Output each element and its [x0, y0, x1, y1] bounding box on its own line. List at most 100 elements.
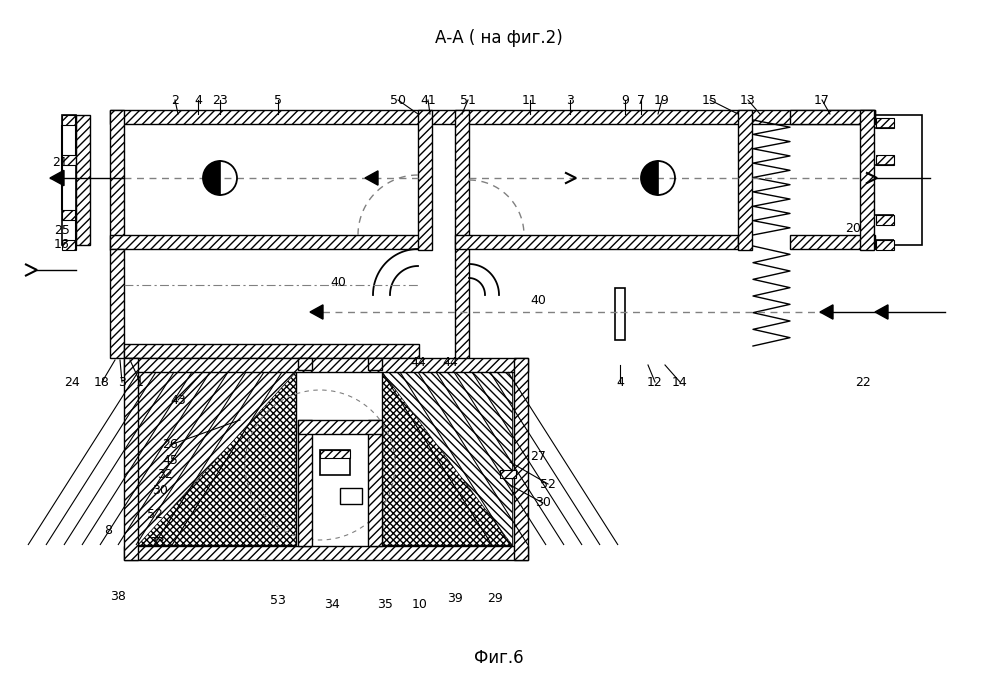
Text: 4: 4 — [616, 375, 624, 388]
Text: 23: 23 — [212, 93, 228, 106]
Polygon shape — [641, 161, 658, 195]
Text: 40: 40 — [530, 294, 545, 307]
Bar — [500, 470, 516, 492]
Bar — [320, 450, 350, 475]
Text: 27: 27 — [530, 449, 545, 462]
Text: 3: 3 — [566, 93, 574, 106]
Text: 2: 2 — [171, 93, 179, 106]
Bar — [876, 215, 894, 225]
Bar — [418, 110, 432, 250]
Text: 12: 12 — [647, 375, 663, 388]
Bar — [298, 358, 312, 370]
Text: А-А ( на фиг.2): А-А ( на фиг.2) — [436, 29, 562, 47]
Bar — [62, 115, 76, 245]
Text: 44: 44 — [443, 355, 458, 368]
Polygon shape — [875, 305, 888, 319]
Bar — [455, 235, 738, 249]
Bar — [790, 110, 875, 124]
Polygon shape — [138, 372, 296, 545]
Text: 4: 4 — [194, 93, 202, 106]
Text: 26: 26 — [162, 438, 178, 451]
Text: 3: 3 — [118, 375, 126, 388]
Bar — [790, 235, 875, 249]
Text: 53: 53 — [270, 593, 286, 606]
Text: 52: 52 — [147, 508, 163, 521]
Bar — [124, 358, 138, 560]
Text: 24: 24 — [64, 375, 80, 388]
Bar — [514, 358, 528, 560]
Bar — [124, 546, 528, 560]
Text: 1: 1 — [136, 375, 144, 388]
Bar — [124, 358, 528, 372]
Text: 29: 29 — [488, 591, 502, 604]
Bar — [298, 420, 382, 434]
Text: 52: 52 — [540, 477, 555, 490]
Polygon shape — [365, 171, 378, 185]
Text: 21: 21 — [52, 156, 68, 169]
Polygon shape — [382, 372, 512, 545]
Bar — [124, 344, 419, 358]
Text: 22: 22 — [855, 375, 871, 388]
Text: 5: 5 — [274, 93, 282, 106]
Text: Фиг.6: Фиг.6 — [475, 649, 523, 667]
Bar — [110, 249, 124, 358]
Polygon shape — [138, 372, 296, 545]
Bar — [876, 118, 894, 128]
Text: 40: 40 — [330, 276, 346, 289]
Polygon shape — [820, 305, 833, 319]
Text: 45: 45 — [162, 453, 178, 466]
Bar — [874, 115, 922, 245]
Bar — [455, 110, 469, 360]
Text: 14: 14 — [672, 375, 688, 388]
Text: 25: 25 — [54, 224, 70, 237]
Text: 33: 33 — [149, 536, 165, 549]
Bar — [62, 155, 76, 165]
Text: 50: 50 — [390, 93, 406, 106]
Text: 44: 44 — [411, 355, 426, 368]
Polygon shape — [310, 305, 323, 319]
Text: 30: 30 — [152, 484, 168, 497]
Bar — [738, 110, 752, 250]
Text: 43: 43 — [170, 394, 186, 407]
Text: 13: 13 — [740, 93, 756, 106]
Bar — [860, 110, 874, 250]
Text: 51: 51 — [461, 93, 476, 106]
Text: 38: 38 — [110, 589, 126, 602]
Bar — [298, 420, 312, 546]
Polygon shape — [50, 170, 64, 186]
Text: 10: 10 — [412, 598, 428, 611]
Text: 39: 39 — [448, 591, 463, 604]
Bar — [62, 210, 76, 220]
Bar — [320, 450, 350, 458]
Text: 9: 9 — [621, 93, 629, 106]
Text: 16: 16 — [54, 237, 70, 250]
Text: 17: 17 — [814, 93, 830, 106]
Text: 15: 15 — [702, 93, 718, 106]
Bar — [62, 240, 76, 250]
Bar — [110, 110, 875, 124]
Bar — [110, 110, 124, 250]
Text: 7: 7 — [637, 93, 645, 106]
Text: 11: 11 — [522, 93, 537, 106]
Text: 20: 20 — [845, 222, 861, 235]
Bar — [62, 115, 76, 125]
Bar — [876, 240, 894, 250]
Bar — [876, 155, 894, 165]
Bar — [340, 488, 362, 504]
Bar — [368, 420, 382, 546]
Polygon shape — [382, 372, 512, 545]
Text: 8: 8 — [104, 523, 112, 536]
Polygon shape — [203, 161, 220, 195]
Text: 32: 32 — [157, 469, 173, 482]
Bar — [110, 235, 420, 249]
Text: 34: 34 — [324, 598, 340, 611]
Bar — [368, 358, 382, 370]
Bar — [500, 470, 516, 478]
Text: 30: 30 — [535, 497, 550, 510]
Text: 35: 35 — [377, 598, 393, 611]
Bar — [76, 115, 90, 245]
Text: 18: 18 — [94, 375, 110, 388]
Bar — [615, 288, 625, 340]
Text: 19: 19 — [654, 93, 670, 106]
Text: 41: 41 — [421, 93, 436, 106]
